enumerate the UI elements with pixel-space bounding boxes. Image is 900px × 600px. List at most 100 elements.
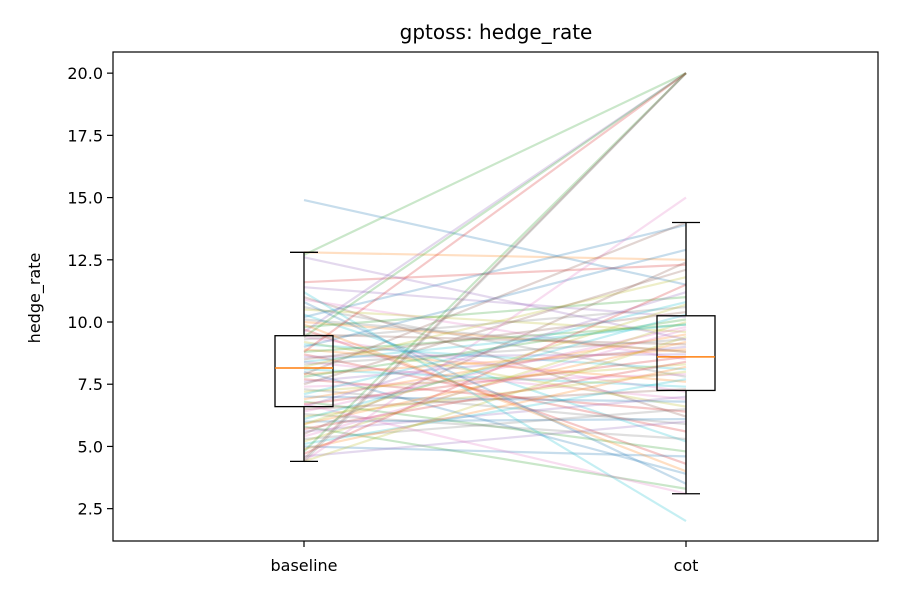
paired-line [303, 340, 687, 426]
paired-line [303, 298, 687, 361]
paired-line [303, 313, 687, 421]
iqr-box [656, 315, 716, 392]
paired-line [303, 301, 687, 396]
y-tick-label: 7.5 [78, 375, 103, 394]
paired-line [303, 305, 687, 341]
paired-line [303, 72, 687, 463]
paired-line [303, 286, 687, 319]
paired-line [303, 325, 687, 413]
paired-line [303, 340, 687, 408]
paired-line [303, 363, 687, 393]
paired-line [303, 420, 687, 458]
paired-line [303, 251, 687, 261]
paired-lines [303, 72, 687, 523]
paired-line [303, 261, 687, 435]
paired-line [303, 335, 687, 393]
paired-line [303, 370, 687, 475]
box-plot-baseline [274, 251, 334, 463]
box-plots [274, 221, 716, 495]
paired-line [303, 310, 687, 361]
paired-line [303, 408, 687, 441]
paired-line [303, 256, 687, 341]
paired-line [303, 348, 687, 383]
chart-title: gptoss: hedge_rate [400, 20, 593, 44]
paired-line [303, 263, 687, 284]
plot-frame [112, 51, 879, 542]
paired-line [303, 333, 687, 346]
paired-line [303, 268, 687, 386]
paired-line [303, 417, 687, 423]
paired-line [303, 72, 687, 333]
paired-line [303, 338, 687, 366]
paired-line [303, 276, 687, 368]
paired-line [303, 196, 687, 463]
paired-line [303, 353, 687, 433]
x-tick-label: cot [674, 556, 699, 575]
y-tick-label: 12.5 [67, 251, 103, 270]
paired-line [303, 72, 687, 256]
paired-line [303, 296, 687, 329]
y-tick-label: 15.0 [67, 189, 103, 208]
paired-line [303, 323, 687, 473]
paired-line [303, 370, 687, 418]
paired-line [303, 445, 687, 458]
x-tick-label: baseline [270, 556, 337, 575]
paired-line [303, 378, 687, 446]
paired-line [303, 320, 687, 353]
iqr-box [274, 335, 334, 408]
paired-line [303, 412, 687, 441]
paired-line [303, 378, 687, 413]
paired-line [303, 395, 687, 403]
paired-line [303, 198, 687, 286]
paired-line [303, 360, 687, 431]
y-tick-label: 20.0 [67, 64, 103, 83]
y-tick-label: 10.0 [67, 313, 103, 332]
paired-line [303, 318, 687, 378]
paired-line [303, 355, 687, 406]
paired-line [303, 348, 687, 376]
paired-line [303, 313, 687, 443]
paired-line [303, 353, 687, 358]
paired-line [303, 403, 687, 495]
paired-line [303, 301, 687, 485]
paired-line [303, 400, 687, 453]
y-axis: 2.5 5.0 7.5 10.0 12.5 15.0 17.5 20.0 [67, 64, 113, 519]
paired-line [303, 328, 687, 465]
paired-line [303, 283, 687, 455]
paired-line [303, 248, 687, 348]
paired-line [303, 388, 687, 426]
y-tick-label: 5.0 [78, 437, 103, 456]
paired-line [303, 72, 687, 353]
box-plot-cot [656, 221, 716, 495]
y-tick-label: 17.5 [67, 126, 103, 145]
paired-line [303, 323, 687, 353]
paired-line [303, 425, 687, 490]
paired-line [303, 345, 687, 383]
paired-line [303, 373, 687, 388]
paired-line [303, 343, 687, 371]
paired-line [303, 303, 687, 426]
paired-line [303, 72, 687, 338]
paired-line [303, 388, 687, 411]
paired-line [303, 333, 687, 401]
paired-line [303, 72, 687, 453]
paired-line [303, 328, 687, 438]
paired-line [303, 291, 687, 408]
paired-line [303, 296, 687, 418]
paired-line [303, 395, 687, 433]
paired-line [303, 335, 687, 463]
paired-line [303, 291, 687, 523]
paired-line [303, 221, 687, 376]
paired-line [303, 305, 687, 378]
paired-line [303, 360, 687, 401]
y-tick-label: 2.5 [78, 500, 103, 519]
paired-line [303, 320, 687, 443]
x-axis: baseline cot [270, 541, 698, 575]
paired-line [303, 323, 687, 363]
paired-line [303, 368, 687, 388]
paired-line [303, 72, 687, 460]
paired-line [303, 365, 687, 450]
paired-line [303, 223, 687, 319]
